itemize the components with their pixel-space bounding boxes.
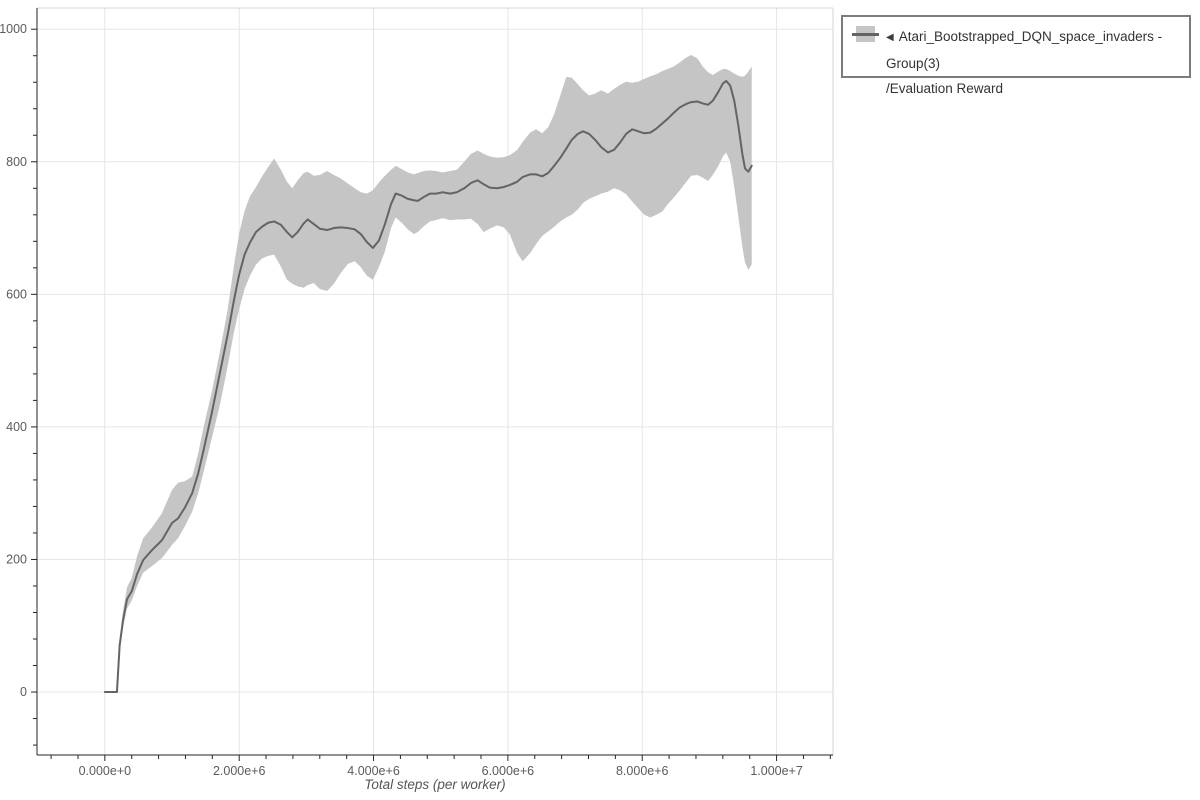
x-tick-label: 2.000e+6 (213, 764, 266, 778)
x-tick-label: 0.000e+0 (79, 764, 132, 778)
legend-series-name: Atari_Bootstrapped_DQN_space_invaders - … (886, 29, 1163, 71)
x-tick-label: 8.000e+6 (616, 764, 669, 778)
legend-box[interactable]: ◀ Atari_Bootstrapped_DQN_space_invaders -… (841, 15, 1191, 96)
x-tick-label: 6.000e+6 (482, 764, 535, 778)
y-tick-label: 1000 (0, 22, 27, 36)
y-tick-label: 400 (6, 420, 27, 434)
y-tick-label: 800 (6, 155, 27, 169)
axes (36, 7, 834, 756)
y-tick-label: 600 (6, 287, 27, 301)
legend-series-swatch (852, 26, 879, 42)
gridlines (37, 8, 833, 755)
legend-entry[interactable]: ◀ Atari_Bootstrapped_DQN_space_invaders -… (852, 24, 1181, 101)
x-tick-label: 4.000e+6 (347, 764, 400, 778)
legend-line-1: ◀ Atari_Bootstrapped_DQN_space_invaders -… (886, 24, 1181, 76)
x-axis-title: Total steps (per worker) (364, 777, 505, 792)
tick-labels: 0.000e+0 2.000e+6 4.000e+6 6.000e+6 8.000e+6… (0, 22, 803, 792)
line-swatch (852, 32, 879, 36)
legend-line-2: /Evaluation Reward (886, 81, 1004, 96)
x-tick-label: 1.000e+7 (750, 764, 803, 778)
y-tick-label: 0 (20, 685, 27, 699)
collapse-triangle-icon[interactable]: ◀ (886, 32, 894, 43)
ticks (31, 28, 831, 761)
y-tick-label: 200 (6, 552, 27, 566)
confidence-band (104, 55, 752, 693)
mean-line (103, 79, 753, 694)
